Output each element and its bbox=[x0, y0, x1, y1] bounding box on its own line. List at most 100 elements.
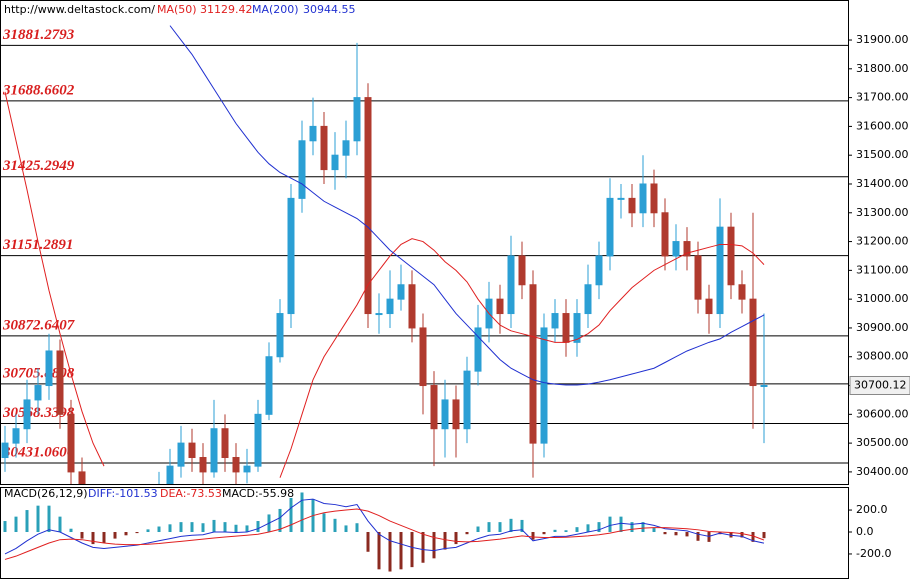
macd-hist-bar bbox=[234, 524, 238, 533]
macd-hist-bar bbox=[102, 532, 106, 543]
candle-body bbox=[298, 140, 306, 199]
candle-body bbox=[595, 255, 603, 286]
candle-body bbox=[364, 97, 372, 315]
candle-body bbox=[23, 399, 31, 430]
macd-hist-bar bbox=[564, 530, 568, 533]
macd-hist-bar bbox=[190, 522, 194, 533]
candle-body bbox=[45, 350, 53, 387]
macd-hist-bar bbox=[135, 532, 139, 534]
candle-body bbox=[56, 350, 64, 415]
candle-body bbox=[617, 197, 625, 200]
macd-hist-bar bbox=[575, 527, 579, 533]
candle-body bbox=[342, 140, 350, 156]
candle-body bbox=[705, 298, 713, 315]
macd-hist-bar bbox=[531, 532, 535, 540]
ma-legend-name: MA(50) bbox=[157, 3, 197, 16]
macd-hist-bar bbox=[58, 516, 62, 533]
macd-diff-line bbox=[4, 498, 765, 555]
y-tick-label: 30600.00 bbox=[856, 407, 909, 420]
candle-body bbox=[177, 442, 185, 467]
macd-hist-bar bbox=[619, 516, 623, 533]
macd-hist-bar bbox=[674, 532, 678, 536]
candle-body bbox=[463, 370, 471, 430]
macd-hist-bar bbox=[179, 522, 183, 533]
macd-hist-bar bbox=[641, 522, 645, 533]
candle-body bbox=[529, 284, 537, 444]
candle-body bbox=[716, 226, 724, 315]
candle-body bbox=[540, 327, 548, 444]
candle-body bbox=[320, 125, 328, 171]
candle-body bbox=[419, 327, 427, 387]
y-tick-label: 31000.00 bbox=[856, 292, 909, 305]
candle-body bbox=[430, 385, 438, 430]
candle-body bbox=[551, 313, 559, 329]
macd-hist-bar bbox=[553, 529, 557, 533]
macd-hist-bar bbox=[399, 532, 403, 570]
macd-hist-bar bbox=[113, 532, 117, 539]
candle-body bbox=[188, 442, 196, 459]
candle-body bbox=[276, 313, 284, 358]
candle-body bbox=[166, 465, 174, 484]
ma-legend-name: MA(200) bbox=[252, 3, 299, 16]
candle-body bbox=[375, 313, 383, 316]
macd-legend: DEA:-73.53 bbox=[160, 487, 222, 500]
macd-hist-bar bbox=[729, 532, 733, 538]
candle-body bbox=[1, 442, 9, 459]
candle-body bbox=[254, 413, 262, 467]
ma-line bbox=[169, 25, 765, 386]
macd-hist-bar bbox=[333, 518, 337, 533]
macd-hist-bar bbox=[465, 532, 469, 535]
candle-body bbox=[397, 284, 405, 300]
macd-y-tick-label: 0.0 bbox=[856, 525, 874, 538]
y-tick-label: 30400.00 bbox=[856, 465, 909, 478]
candle-body bbox=[661, 212, 669, 257]
macd-hist-bar bbox=[432, 532, 436, 559]
macd-legend: DIFF:-101.53 bbox=[88, 487, 158, 500]
macd-hist-bar bbox=[80, 532, 84, 539]
candle-body bbox=[67, 413, 75, 473]
macd-hist-bar bbox=[487, 522, 491, 533]
candle-body bbox=[452, 399, 460, 430]
candle-body bbox=[199, 457, 207, 473]
candle-body bbox=[738, 284, 746, 300]
fib-label: 31151.2891 bbox=[2, 237, 73, 253]
macd-hist-bar bbox=[47, 505, 51, 533]
fib-label: 30431.0606 bbox=[2, 444, 75, 460]
macd-hist-bar bbox=[652, 527, 656, 533]
ma-line bbox=[4, 91, 765, 478]
macd-y-tick-label: 200.0 bbox=[856, 503, 888, 516]
fib-label: 31688.6602 bbox=[2, 82, 75, 98]
macd-hist-bar bbox=[344, 525, 348, 533]
macd-dea-line bbox=[4, 508, 765, 560]
y-tick-label: 30500.00 bbox=[856, 436, 909, 449]
candle-body bbox=[309, 125, 317, 142]
macd-hist-bar bbox=[663, 532, 667, 535]
candle-body bbox=[232, 457, 240, 473]
macd-plot bbox=[3, 492, 766, 572]
candle-body bbox=[12, 428, 20, 444]
y-tick-label: 31500.00 bbox=[856, 148, 909, 161]
main-plot: 31881.2793 31688.6602 31425.2949 31151.2891… bbox=[0, 25, 848, 484]
candle-body bbox=[474, 327, 482, 372]
macd-legend: MACD:-55.98 bbox=[222, 487, 294, 500]
macd-hist-bar bbox=[707, 532, 711, 542]
macd-hist-bar bbox=[278, 508, 282, 533]
macd-hist-bar bbox=[3, 521, 7, 533]
candle-body bbox=[584, 284, 592, 315]
macd-hist-bar bbox=[454, 532, 458, 545]
macd-hist-bar bbox=[388, 532, 392, 572]
last-price-box bbox=[849, 375, 910, 395]
macd-legend: MACD(26,12,9) bbox=[4, 487, 88, 500]
ma-legend-value: 31129.42 bbox=[200, 3, 253, 16]
macd-hist-bar bbox=[751, 532, 755, 542]
macd-hist-bar bbox=[256, 521, 260, 533]
macd-hist-bar bbox=[586, 524, 590, 533]
candle-body bbox=[221, 428, 229, 459]
y-tick-label: 31100.00 bbox=[856, 263, 909, 276]
candle-body bbox=[650, 183, 658, 214]
candle-body bbox=[210, 428, 218, 473]
y-tick-label: 31900.00 bbox=[856, 33, 909, 46]
macd-hist-bar bbox=[223, 522, 227, 533]
